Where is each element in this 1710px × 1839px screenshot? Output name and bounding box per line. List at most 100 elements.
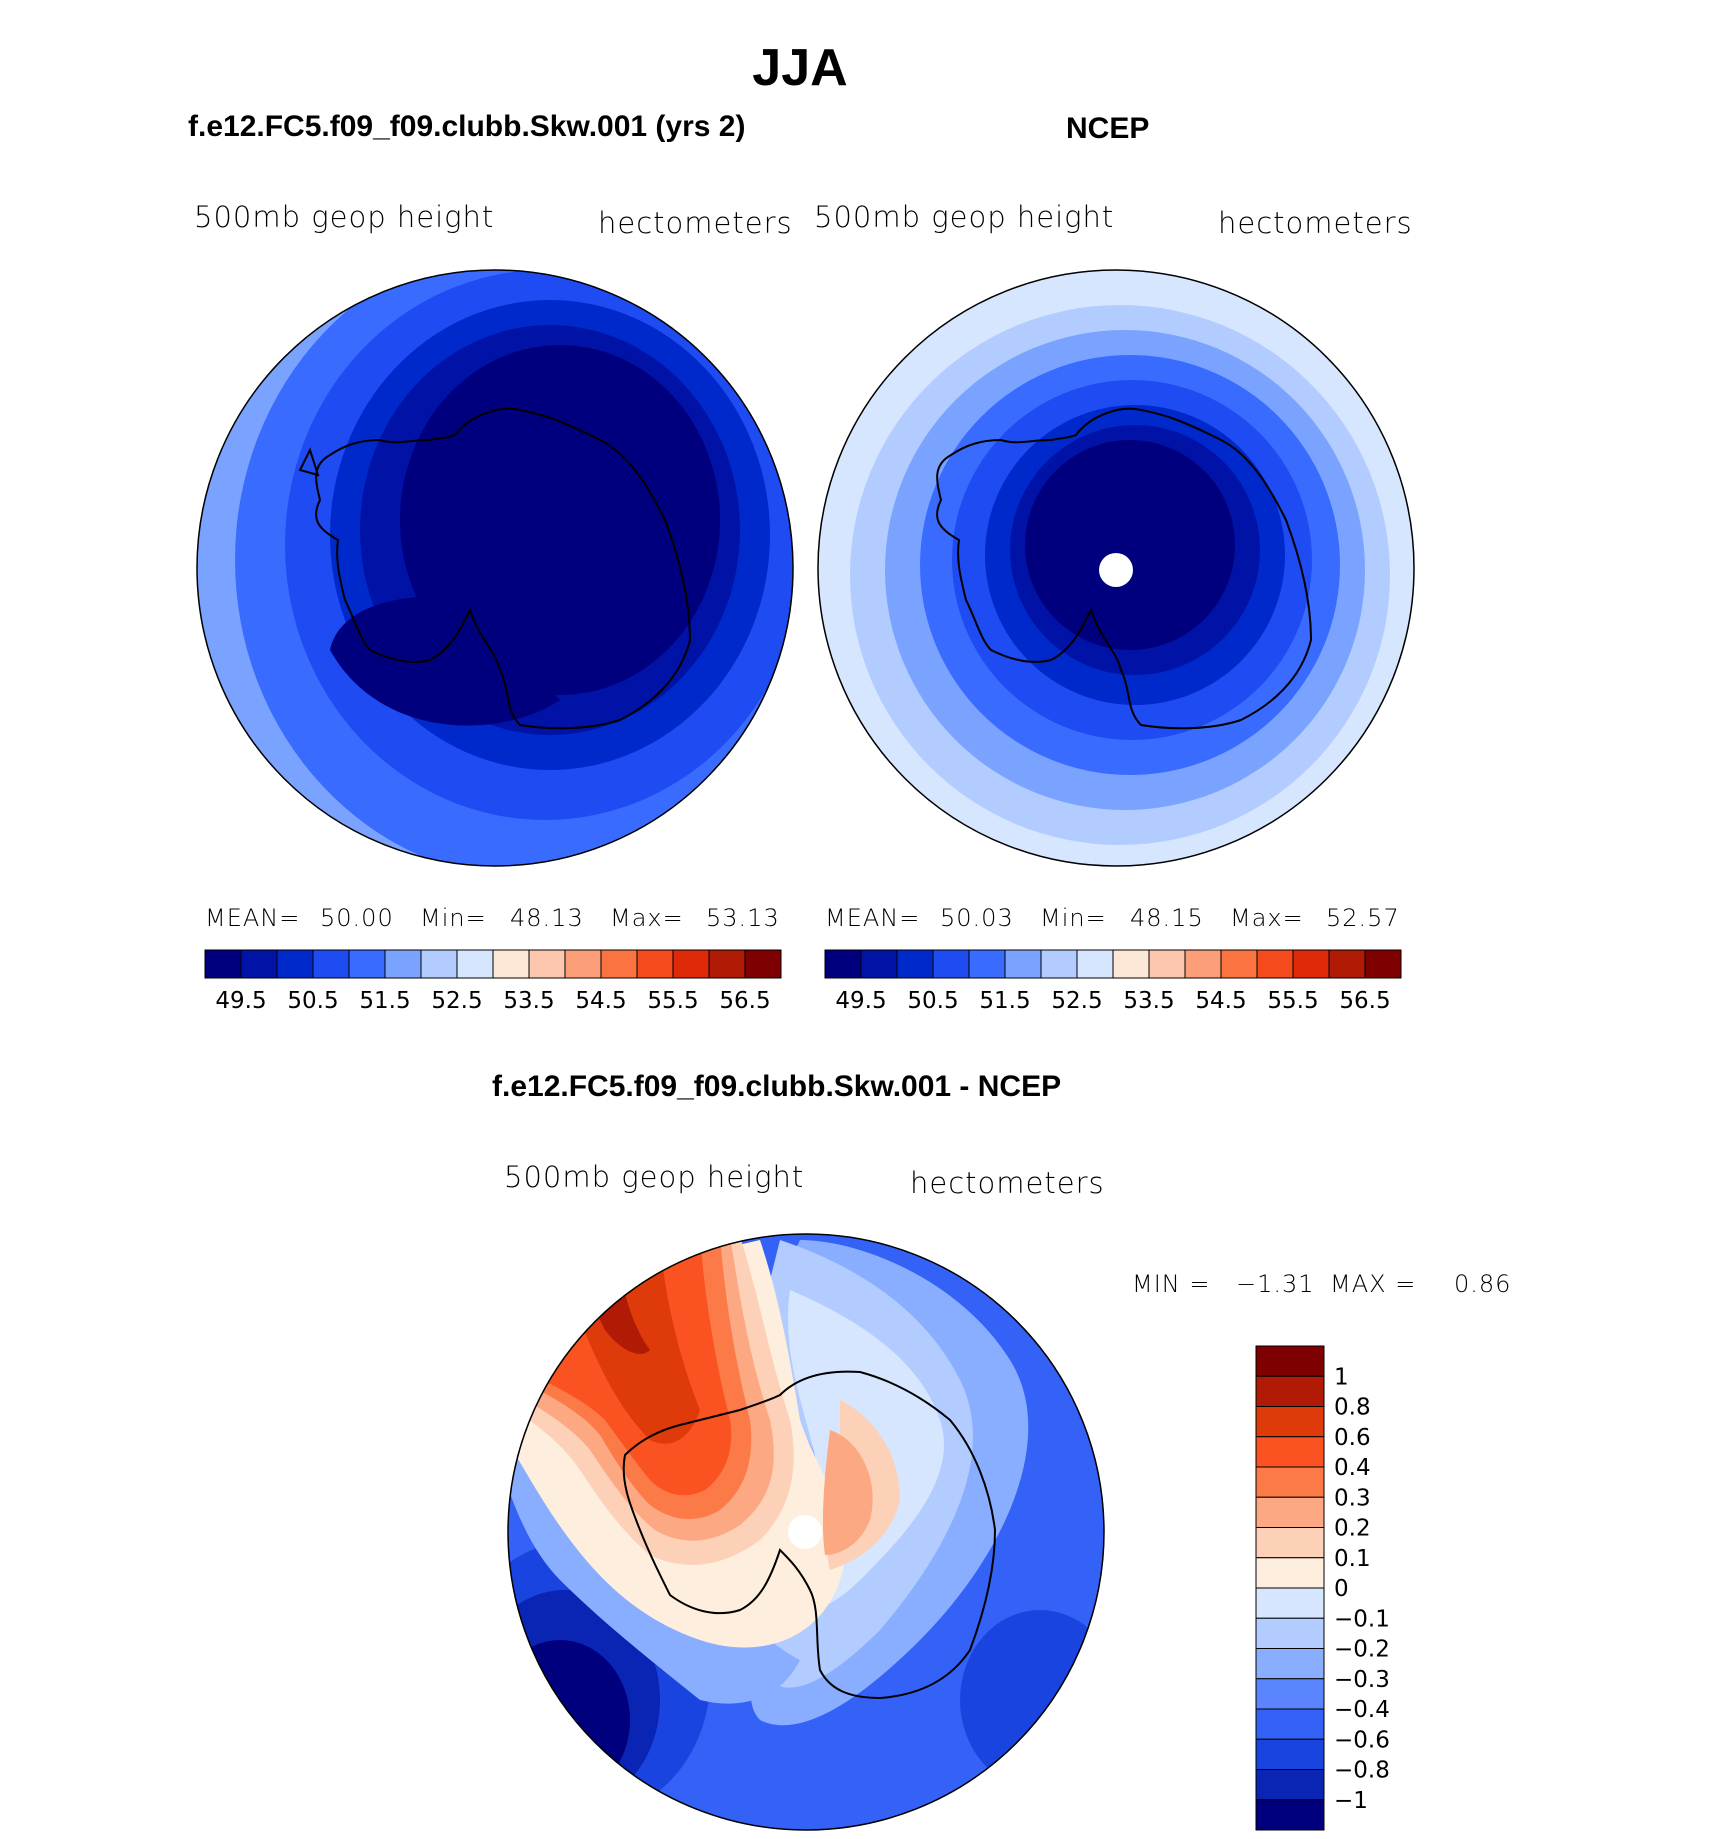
panel-3-colorbar-tick-label: 0 — [1334, 1576, 1349, 1602]
panel-1-map — [197, 270, 793, 866]
panel-2-pole-marker — [1099, 553, 1133, 587]
panel-2-colorbar-tick-label: 52.5 — [1051, 988, 1102, 1014]
panel-3-pole-marker — [788, 1515, 822, 1549]
panel-1-colorbar-tick-label: 49.5 — [215, 988, 266, 1014]
panel-3-globe-outline — [507, 1233, 1105, 1831]
panel-2-colorbar-swatch — [1256, 949, 1294, 979]
panel-2-colorbar-swatch — [1076, 949, 1114, 979]
panel-1-min-value: 48.13 — [510, 904, 584, 932]
panel-1-colorbar-swatch — [672, 949, 710, 979]
panel-3-max-label: MAX = — [1330, 1270, 1417, 1298]
panel-2-colorbar-tick-label: 49.5 — [835, 988, 886, 1014]
panel-2-colorbar-tick-label: 50.5 — [907, 988, 958, 1014]
panel-2-colorbar-swatch — [1364, 949, 1402, 979]
panel-1-colorbar-swatch — [636, 949, 674, 979]
panel-3-min-label: MIN = — [1132, 1270, 1211, 1298]
panel-3-colorbar-tick-label: 0.6 — [1334, 1425, 1371, 1451]
panel-1-colorbar-swatch — [312, 949, 350, 979]
panel-2-colorbar-swatch — [1148, 949, 1186, 979]
panel-1-colorbar-swatch — [744, 949, 782, 979]
panel-3-colorbar-swatch — [1255, 1738, 1325, 1770]
panel-1-colorbar-tick-label: 53.5 — [503, 988, 554, 1014]
panel-1-colorbar-swatch — [276, 949, 314, 979]
panel-3-colorbar-swatch — [1255, 1527, 1325, 1559]
panel-2-colorbar-tick-label: 56.5 — [1339, 988, 1390, 1014]
panel-1-colorbar-swatch — [384, 949, 422, 979]
panel-1-colorbar-swatch — [528, 949, 566, 979]
panel-3-variable-label: 500mb geop height — [504, 1160, 805, 1194]
panel-2-units-label: hectometers — [1218, 206, 1413, 240]
panel-3-colorbar-tick-label: 0.3 — [1334, 1485, 1371, 1511]
panel-1-colorbar-swatch — [492, 949, 530, 979]
panel-3-colorbar-tick-label: −1 — [1334, 1788, 1368, 1814]
panel-3-units-label: hectometers — [910, 1166, 1105, 1200]
panel-3-colorbar-swatch — [1255, 1496, 1325, 1528]
panel-3-colorbar-swatch — [1255, 1345, 1325, 1377]
panel-3-min-value: −1.31 — [1236, 1270, 1315, 1298]
panel-3-colorbar-swatch — [1255, 1406, 1325, 1438]
panel-2-colorbar-tick-label: 54.5 — [1195, 988, 1246, 1014]
panel-1-colorbar-swatch — [240, 949, 278, 979]
panel-2-max-label: Max= — [1230, 904, 1304, 932]
panel-2-colorbar-swatch — [824, 949, 862, 979]
panel-3-colorbar-swatch — [1255, 1587, 1325, 1619]
panel-2-max-value: 52.57 — [1326, 904, 1400, 932]
panel-2-colorbar-swatch — [968, 949, 1006, 979]
panel-1-min-label: Min= — [420, 904, 487, 932]
panel-3-colorbar-tick-label: 1 — [1334, 1364, 1349, 1390]
panel-3-colorbar-tick-label: 0.4 — [1334, 1455, 1371, 1481]
panel-1-colorbar-swatch — [456, 949, 494, 979]
panel-3-colorbar-swatch — [1255, 1466, 1325, 1498]
panel-1-units-label: hectometers — [598, 206, 793, 240]
panel-2-min-label: Min= — [1040, 904, 1107, 932]
panel-3-colorbar-tick-label: 0.2 — [1334, 1516, 1371, 1542]
panel-3-colorbar-swatch — [1255, 1678, 1325, 1710]
panel-1-colorbar-tick-label: 56.5 — [719, 988, 770, 1014]
panel-1-colorbar-swatch — [348, 949, 386, 979]
panel-3-colorbar-swatch — [1255, 1799, 1325, 1831]
panel-1-globe-outline — [196, 269, 794, 867]
panel-2-colorbar-swatch — [896, 949, 934, 979]
panel-3-map — [508, 1234, 1104, 1830]
panel-3-max-value: 0.86 — [1454, 1270, 1512, 1298]
panel-1-mean-label: MEAN= — [205, 904, 301, 932]
panel-1-colorbar-tick-label: 50.5 — [287, 988, 338, 1014]
panel-3-colorbar-swatch — [1255, 1436, 1325, 1468]
panel-3-colorbar-tick-label: −0.8 — [1334, 1758, 1390, 1784]
panel-1-colorbar-swatch — [420, 949, 458, 979]
panel-1-colorbar-swatch — [204, 949, 242, 979]
panel-1-antarctica-coastline — [315, 407, 692, 730]
panel-3-colorbar-swatch — [1255, 1375, 1325, 1407]
panel-2-colorbar-swatch — [1004, 949, 1042, 979]
panel-2-colorbar-swatch — [1292, 949, 1330, 979]
panel-2-colorbar-swatch — [1220, 949, 1258, 979]
panel-3-colorbar-tick-label: −0.4 — [1334, 1697, 1390, 1723]
panel-1-colorbar-tick-label: 54.5 — [575, 988, 626, 1014]
panel-1-header: f.e12.FC5.f09_f09.clubb.Skw.001 (yrs 2) — [188, 110, 746, 143]
panel-1-max-label: Max= — [610, 904, 684, 932]
panel-1-colorbar-tick-label: 51.5 — [359, 988, 410, 1014]
panel-1-colorbar-swatch — [564, 949, 602, 979]
panel-1-peninsula-outline — [298, 447, 320, 477]
panel-3-colorbar-swatch — [1255, 1648, 1325, 1680]
panel-3-colorbar-swatch — [1255, 1617, 1325, 1649]
panel-2-colorbar-tick-label: 53.5 — [1123, 988, 1174, 1014]
panel-2-colorbar-swatch — [1328, 949, 1366, 979]
panel-1-max-value: 53.13 — [706, 904, 780, 932]
panel-1-variable-label: 500mb geop height — [194, 200, 495, 234]
panel-3-antarctica-coastline — [622, 1370, 997, 1700]
panel-2-colorbar-tick-label: 51.5 — [979, 988, 1030, 1014]
panel-2-colorbar-swatch — [1184, 949, 1222, 979]
figure-title: JJA — [752, 39, 848, 97]
panel-3-colorbar-swatch — [1255, 1557, 1325, 1589]
panel-2-antarctica-coastline — [936, 407, 1313, 730]
panel-1-colorbar-tick-label: 52.5 — [431, 988, 482, 1014]
panel-2-mean-value: 50.03 — [940, 904, 1014, 932]
panel-3-colorbar-tick-label: 0.1 — [1334, 1546, 1371, 1572]
panel-2-header: NCEP — [1066, 112, 1150, 145]
panel-3-colorbar-tick-label: 0.8 — [1334, 1395, 1371, 1421]
panel-2-mean-label: MEAN= — [825, 904, 921, 932]
panel-3-colorbar-tick-label: −0.6 — [1334, 1727, 1390, 1753]
panel-3-colorbar-tick-label: −0.2 — [1334, 1637, 1390, 1663]
